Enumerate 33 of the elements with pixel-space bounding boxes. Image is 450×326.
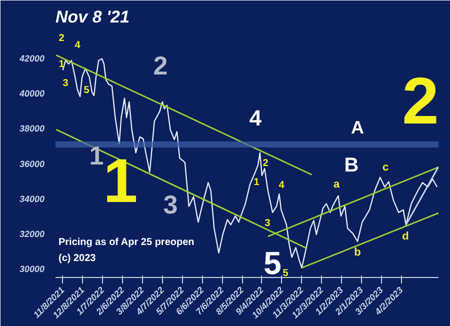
annotation: 3 bbox=[62, 78, 69, 89]
y-tick-label: 38000 bbox=[19, 124, 45, 134]
y-tick-label: 42000 bbox=[18, 53, 45, 64]
annotation: d bbox=[402, 230, 409, 242]
annotation: Pricing as of Apr 25 preopen bbox=[58, 237, 194, 248]
annotation: 2 bbox=[58, 33, 65, 44]
annotation: 4 bbox=[74, 40, 81, 51]
annotation: 3 bbox=[264, 218, 271, 229]
annotation: 4 bbox=[278, 180, 285, 191]
annotation: 5 bbox=[84, 85, 90, 96]
annotation: B bbox=[344, 154, 359, 176]
y-tick-label: 32000 bbox=[19, 229, 45, 240]
annotation: b bbox=[354, 246, 362, 258]
annotation: c bbox=[382, 162, 389, 174]
y-tick-label: 34000 bbox=[19, 194, 45, 204]
y-tick-label: 40000 bbox=[18, 88, 45, 98]
annotation: 1 bbox=[254, 177, 260, 188]
annotation: 2 bbox=[402, 64, 439, 138]
annotation: (c) 2023 bbox=[58, 253, 96, 264]
annotation: 1 bbox=[58, 59, 65, 70]
annotation: 3 bbox=[163, 190, 178, 220]
y-tick-label: 36000 bbox=[19, 158, 45, 169]
annotation: 5 bbox=[282, 268, 289, 279]
chart-title: Nov 8 '21 bbox=[56, 8, 130, 26]
annotation: 4 bbox=[249, 106, 262, 130]
annotation: 1 bbox=[89, 140, 104, 170]
annotation: a bbox=[333, 178, 340, 190]
annotation: A bbox=[351, 118, 364, 138]
y-tick-label: 30000 bbox=[19, 264, 45, 274]
annotation: 2 bbox=[153, 50, 168, 80]
annotation: 1 bbox=[103, 147, 138, 216]
annotation: 5 bbox=[264, 245, 282, 281]
annotation: 2 bbox=[262, 158, 269, 169]
